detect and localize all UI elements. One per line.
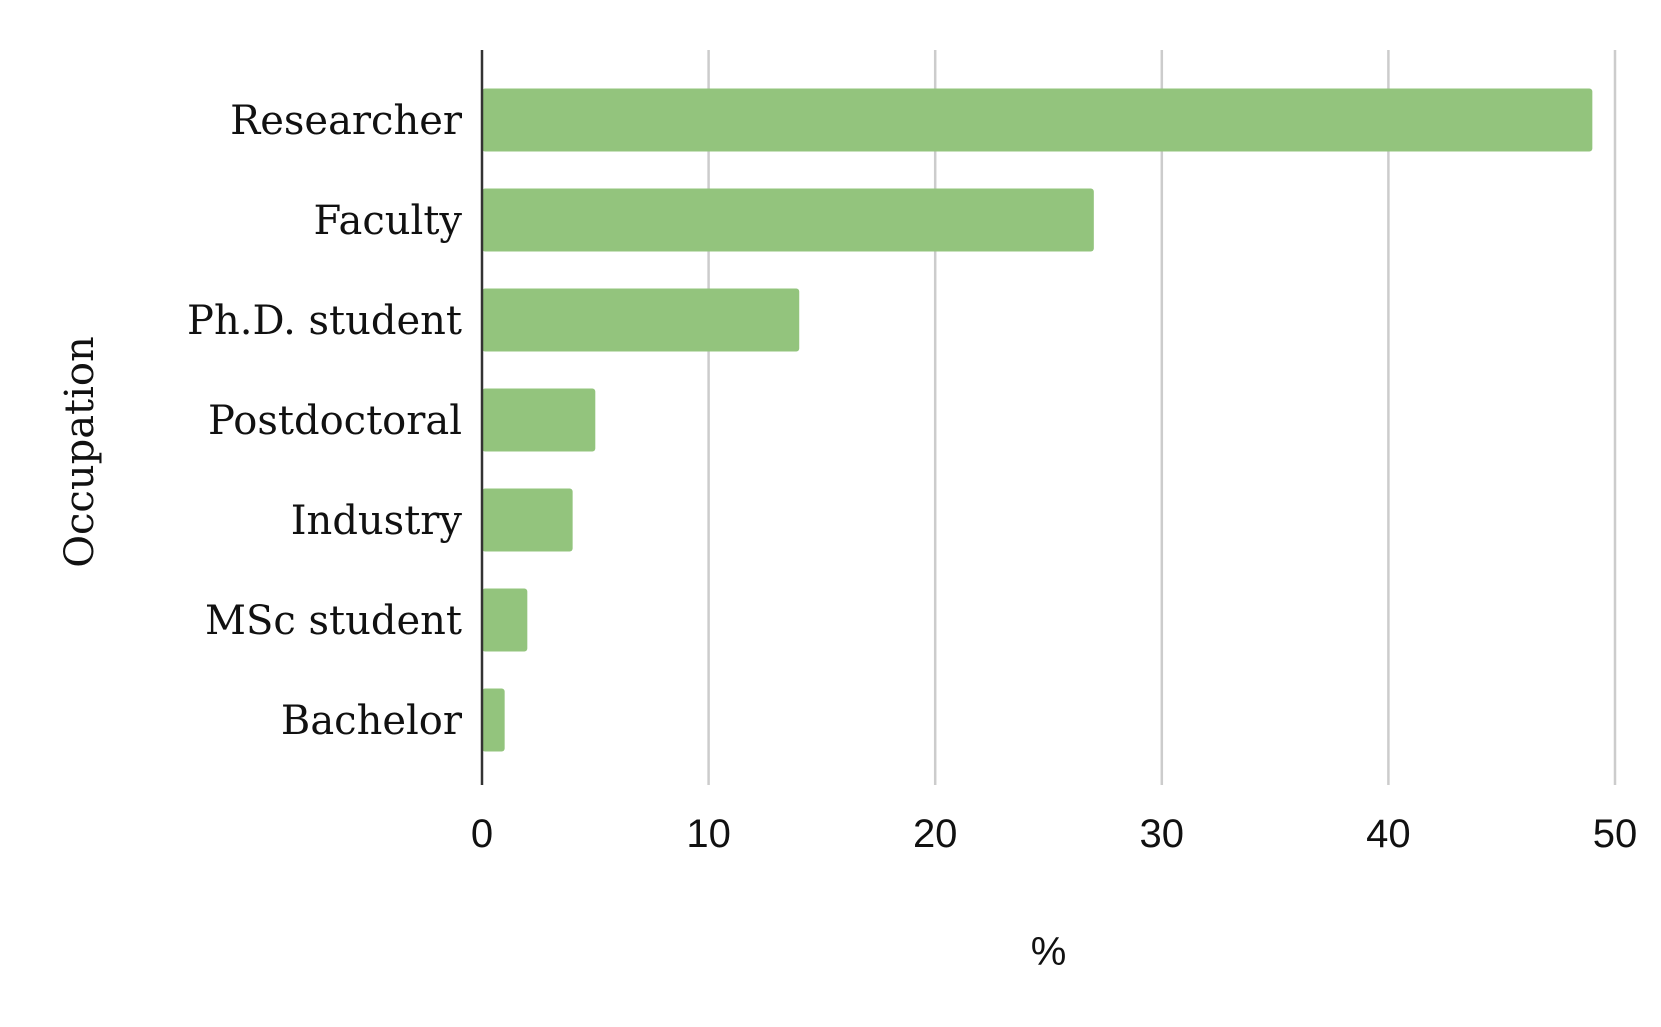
category-label-researcher: Researcher <box>230 98 463 144</box>
bar-industry <box>482 488 573 552</box>
bar-postdoctoral <box>482 388 596 452</box>
category-label-bachelor: Bachelor <box>281 698 463 744</box>
category-labels: Researcher Faculty Ph.D. student Postdoctor… <box>187 98 463 744</box>
bar-faculty <box>482 188 1094 252</box>
bars <box>482 88 1593 752</box>
bar-msc-student <box>482 588 528 652</box>
category-label-msc-student: MSc student <box>205 598 462 644</box>
y-axis-title: Occupation <box>57 336 103 568</box>
category-label-faculty: Faculty <box>313 198 462 244</box>
x-tick-label-40: 40 <box>1366 812 1411 856</box>
x-tick-label-0: 0 <box>471 812 493 856</box>
x-tick-label-30: 30 <box>1140 812 1185 856</box>
bar-ph-d-student <box>482 288 800 352</box>
category-label-industry: Industry <box>291 498 463 544</box>
category-label-ph-d-student: Ph.D. student <box>187 298 462 344</box>
bar-bachelor <box>482 688 505 752</box>
x-axis-title: % <box>1031 930 1067 974</box>
bar-researcher <box>482 88 1593 152</box>
gridlines <box>707 50 1617 785</box>
x-tick-label-20: 20 <box>913 812 958 856</box>
x-tick-labels: 0 10 20 30 40 50 <box>471 812 1637 856</box>
x-tick-label-10: 10 <box>686 812 731 856</box>
x-tick-label-50: 50 <box>1593 812 1638 856</box>
category-label-postdoctoral: Postdoctoral <box>208 398 462 444</box>
